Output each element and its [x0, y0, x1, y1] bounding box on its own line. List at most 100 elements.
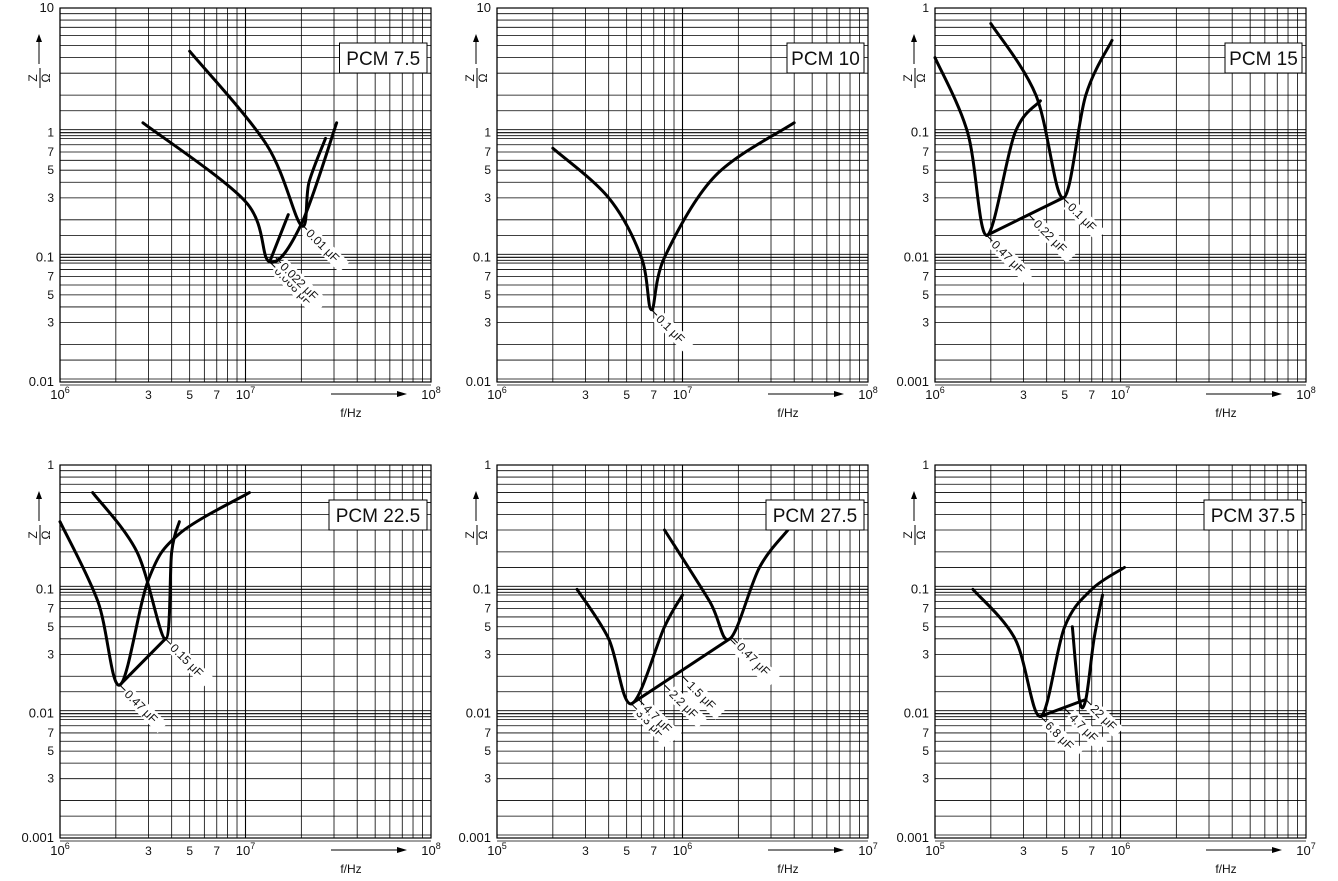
- y-tick-label: 5: [922, 163, 929, 177]
- y-tick-label: 7: [47, 145, 54, 159]
- capacitance-label: 0.01 μF: [303, 226, 342, 265]
- capacitance-label: 0.1 μF: [1065, 200, 1099, 234]
- marker-tick: [986, 235, 994, 242]
- y-tick-label: 7: [922, 145, 929, 159]
- x-tick-label: 106: [925, 385, 944, 402]
- y-label-denominator: Ω: [914, 530, 928, 539]
- x-tick-label: 7: [650, 388, 657, 402]
- panel-title: PCM 22.5: [336, 506, 420, 527]
- y-tick-label: 5: [922, 288, 929, 302]
- marker-tick: [1028, 214, 1036, 221]
- y-tick-label: 0.01: [466, 706, 491, 721]
- panel-title-box: PCM 37.5: [1203, 499, 1303, 531]
- y-tick-label: 1: [922, 1, 929, 15]
- y-tick-label: 1: [47, 126, 54, 140]
- y-label-numerator: Z: [26, 531, 40, 538]
- x-tick-label: 7: [213, 844, 220, 858]
- panel-title-box: PCM 22.5: [328, 499, 428, 531]
- y-tick-label: 3: [922, 191, 929, 205]
- panel-title-box: PCM 15: [1224, 42, 1303, 74]
- x-tick-label: 3: [582, 388, 589, 402]
- y-label-denominator: Ω: [39, 73, 53, 82]
- y-label-denominator: Ω: [476, 73, 490, 82]
- x-tick-label: 3: [582, 844, 589, 858]
- y-tick-label: 1: [47, 458, 54, 472]
- marker-tick: [731, 637, 739, 644]
- y-tick-label: 0.01: [29, 374, 54, 389]
- x-tick-label: 107: [673, 385, 692, 402]
- x-tick-label: 108: [1296, 385, 1315, 402]
- x-tick-label: 7: [213, 388, 220, 402]
- x-tick-label: 108: [421, 841, 440, 858]
- y-tick-label: 3: [922, 647, 929, 661]
- y-tick-label: 5: [484, 620, 491, 634]
- x-tick-label: 7: [1088, 844, 1095, 858]
- y-tick-label: 3: [47, 647, 54, 661]
- y-label-numerator: Z: [901, 531, 915, 538]
- plot-frame: [496, 464, 869, 839]
- panel-title: PCM 15: [1229, 49, 1298, 70]
- y-tick-label: 7: [47, 726, 54, 740]
- capacitance-label: 0.15 μF: [167, 641, 206, 680]
- y-tick-label: 7: [47, 270, 54, 284]
- series-line-1: [971, 565, 1126, 718]
- y-tick-label: 7: [922, 726, 929, 740]
- marker-tick: [1085, 699, 1093, 706]
- x-tick-label: 107: [236, 385, 255, 402]
- x-tick-label: 107: [858, 841, 877, 858]
- x-tick-label: 3: [1020, 844, 1027, 858]
- plot-frame: [59, 7, 432, 383]
- y-tick-label: 0.001: [896, 830, 929, 845]
- x-tick-label: 106: [1111, 841, 1130, 858]
- y-tick-label: 1: [484, 126, 491, 140]
- y-tick-label: 5: [484, 288, 491, 302]
- panel-title-box: PCM 27.5: [765, 499, 865, 531]
- y-tick-label: 3: [484, 191, 491, 205]
- x-tick-label: 5: [623, 388, 630, 402]
- x-tick-label: 7: [1088, 388, 1095, 402]
- grid-horizontal: [60, 470, 431, 842]
- marker-tick: [630, 703, 638, 711]
- x-tick-label: 107: [236, 841, 255, 858]
- y-tick-label: 3: [484, 647, 491, 661]
- y-tick-label: 0.001: [21, 830, 54, 845]
- series-line-2: [1070, 593, 1105, 710]
- marker-tick: [682, 675, 689, 683]
- y-tick-label: 0.001: [458, 830, 491, 845]
- y-tick-label: 7: [484, 145, 491, 159]
- marker-tick: [165, 638, 172, 646]
- x-axis-label: f/Hz: [1215, 406, 1236, 420]
- y-tick-label: 0.01: [904, 249, 929, 264]
- y-label-denominator: Ω: [39, 530, 53, 539]
- panel-title-box: PCM 7.5: [339, 42, 428, 74]
- x-tick-label: 106: [50, 841, 69, 858]
- y-tick-label: 7: [47, 602, 54, 616]
- series-line-1: [551, 121, 796, 312]
- marker-tick: [300, 223, 308, 231]
- y-label-numerator: Z: [26, 74, 40, 81]
- x-tick-label: 3: [145, 388, 152, 402]
- x-tick-label: 106: [50, 385, 69, 402]
- y-tick-label: 7: [922, 602, 929, 616]
- y-tick-label: 0.1: [911, 125, 929, 140]
- marker-tick: [1040, 716, 1047, 723]
- y-label-numerator: Z: [463, 531, 477, 538]
- x-tick-label: 108: [858, 385, 877, 402]
- series-line-2: [188, 49, 328, 228]
- y-tick-label: 7: [484, 270, 491, 284]
- x-axis-label: f/Hz: [340, 406, 361, 420]
- y-tick-label: 3: [47, 772, 54, 786]
- y-tick-label: 3: [484, 316, 491, 330]
- y-tick-label: 0.01: [29, 706, 54, 721]
- marker-tick: [1064, 708, 1072, 715]
- x-tick-label: 5: [1061, 388, 1068, 402]
- x-axis-label: f/Hz: [777, 406, 798, 420]
